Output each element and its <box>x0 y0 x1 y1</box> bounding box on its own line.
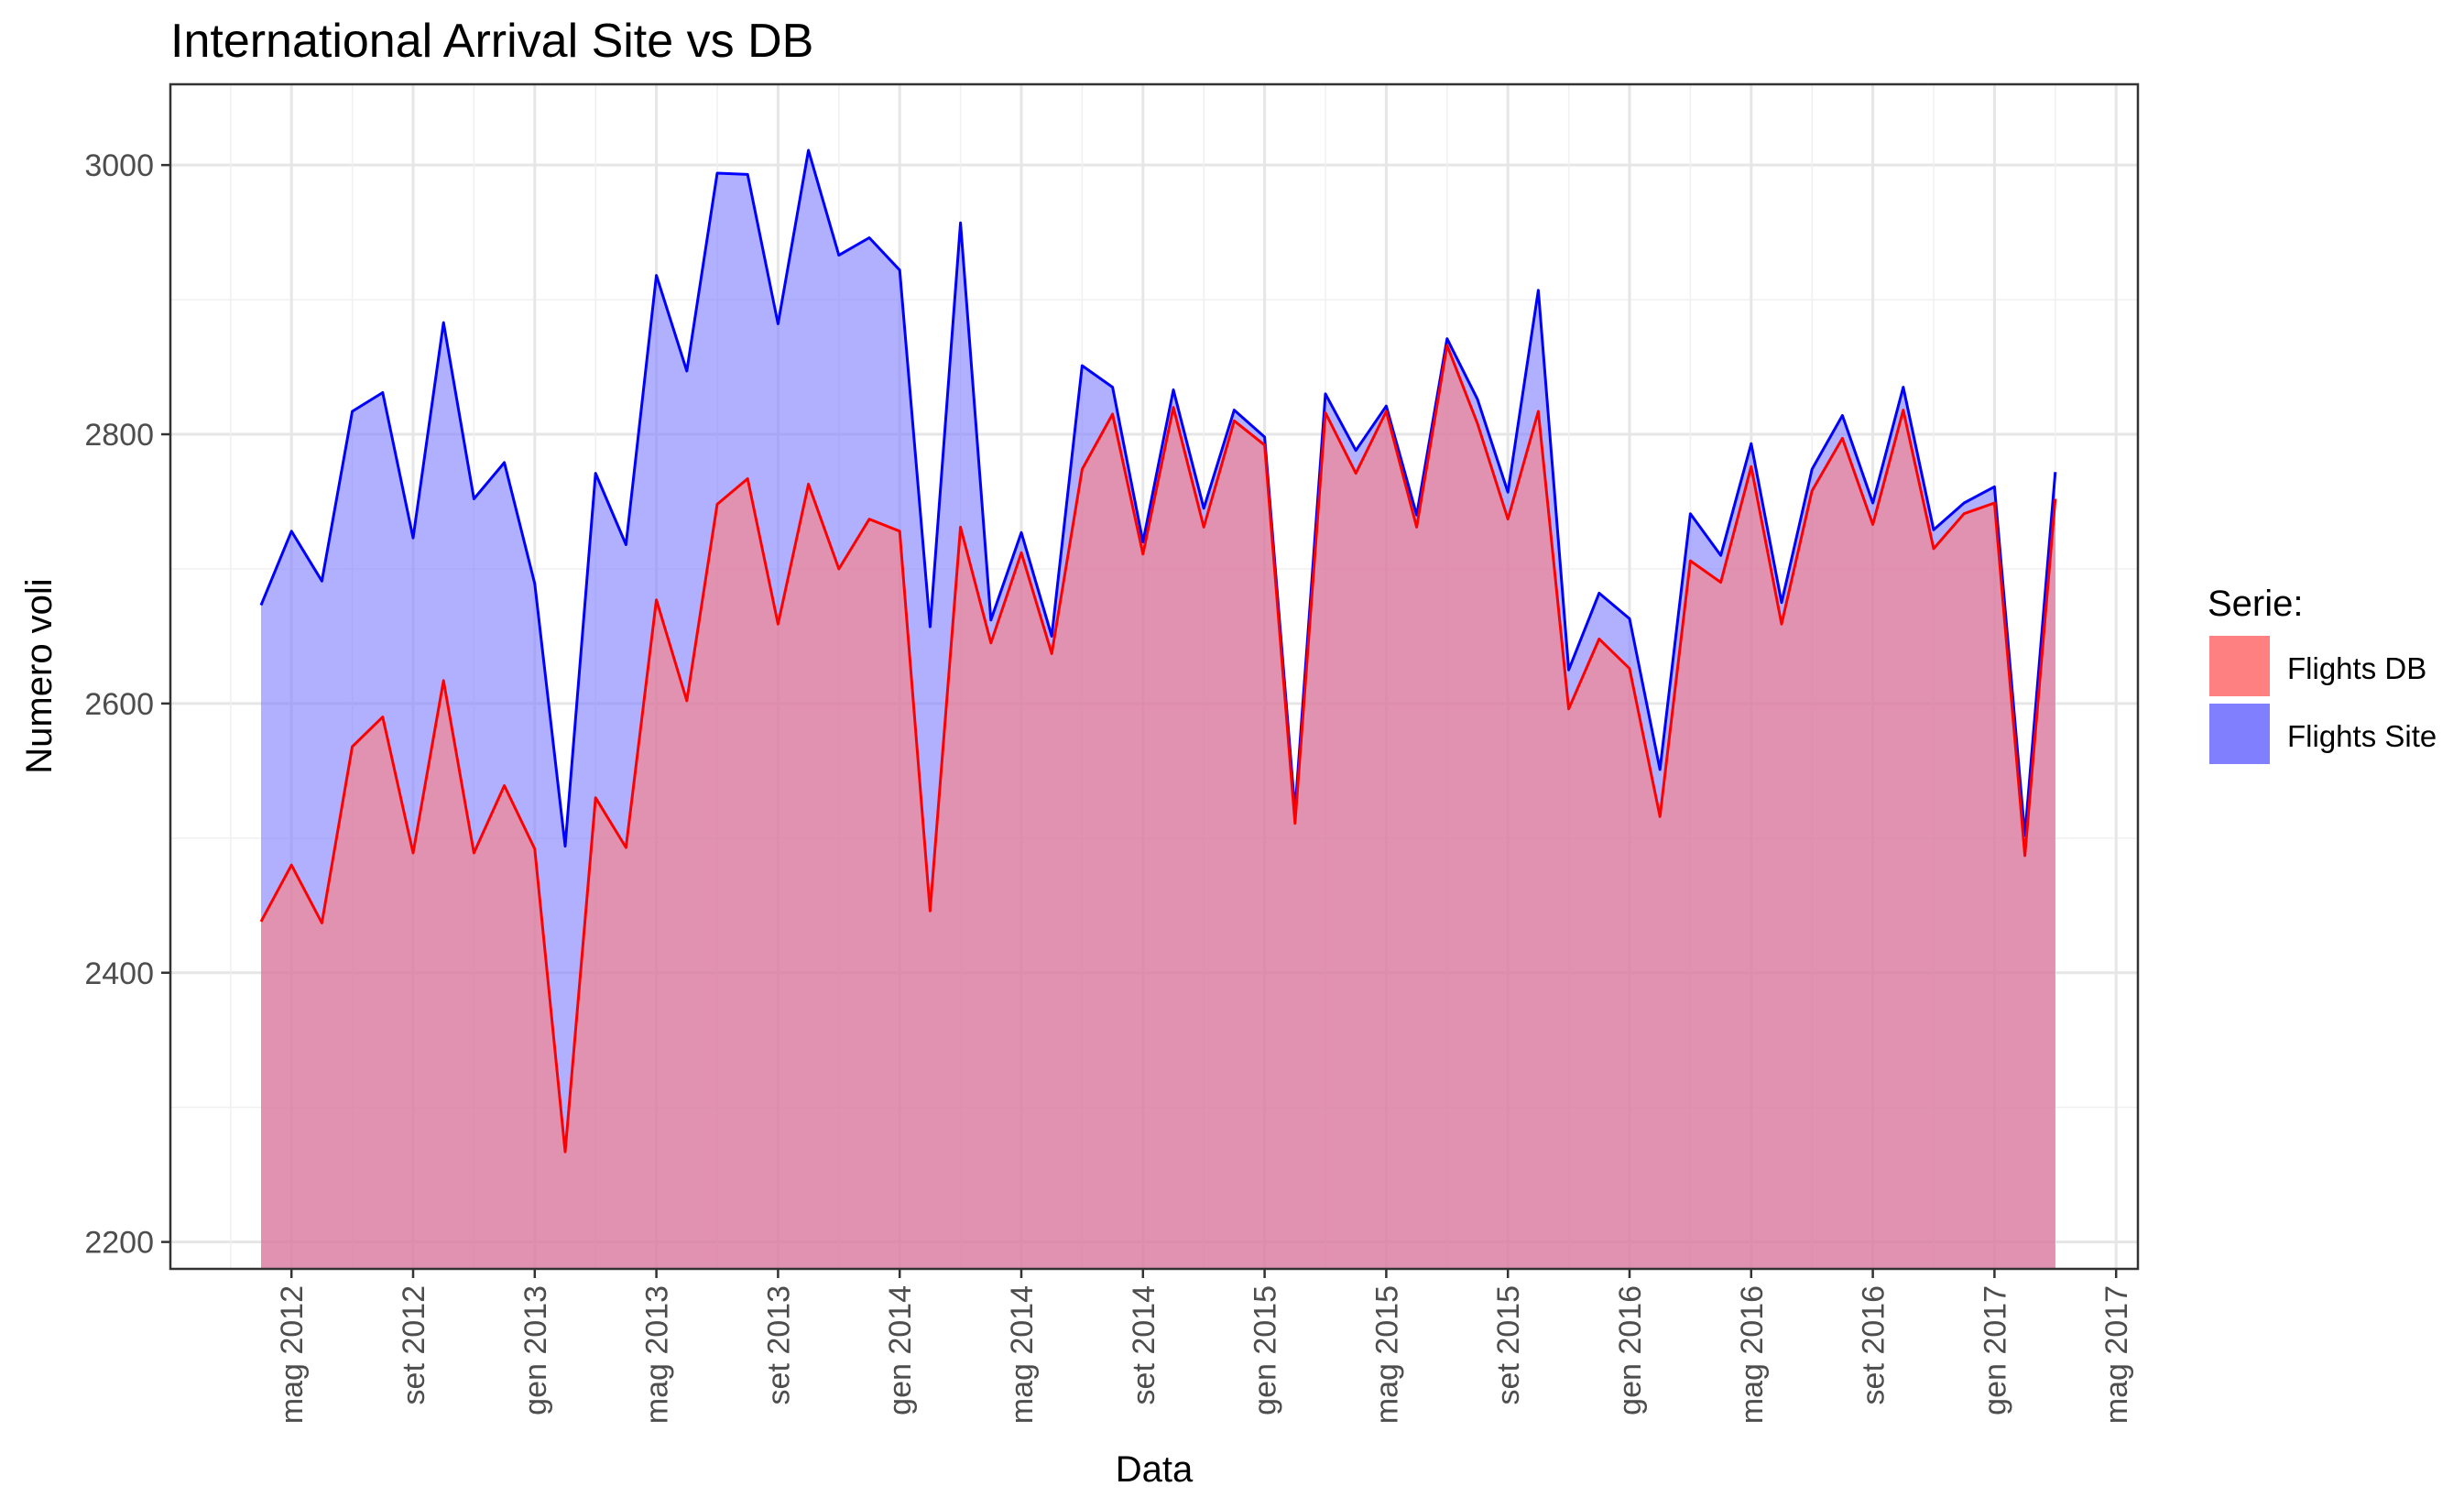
x-tick-label: mag 2015 <box>1369 1285 1404 1424</box>
y-axis: 2200 2400 2600 2800 3000 <box>84 148 170 1261</box>
y-tick-label: 2600 <box>84 687 154 722</box>
y-tick-label: 2400 <box>84 956 154 991</box>
x-tick-label: mag 2013 <box>640 1285 675 1424</box>
series-areas <box>261 150 2055 1269</box>
legend: Serie: Flights DB Flights Site <box>2208 584 2437 764</box>
chart-title: International Arrival Site vs DB <box>170 15 813 68</box>
line-flights-db <box>259 344 2057 1153</box>
x-axis-title: Data <box>1116 1449 1194 1490</box>
y-tick-label: 2800 <box>84 418 154 453</box>
x-tick-label: gen 2013 <box>518 1285 553 1415</box>
y-tick-label: 3000 <box>84 148 154 183</box>
x-tick-label: gen 2015 <box>1248 1285 1283 1415</box>
x-tick-label: set 2016 <box>1857 1285 1892 1404</box>
legend-label-flights-db: Flights DB <box>2287 651 2426 685</box>
x-tick-label: gen 2014 <box>883 1285 918 1415</box>
y-tick-label: 2200 <box>84 1226 154 1261</box>
legend-key-flights-site <box>2209 704 2270 764</box>
x-tick-label: set 2012 <box>397 1285 431 1404</box>
plot-panel-border <box>169 82 2140 1271</box>
legend-title: Serie: <box>2208 584 2304 624</box>
legend-key-flights-db <box>2209 636 2270 696</box>
x-tick-label: mag 2016 <box>1735 1285 1770 1424</box>
x-tick-label: set 2014 <box>1127 1285 1161 1404</box>
x-tick-label: set 2013 <box>761 1285 796 1404</box>
x-tick-label: mag 2014 <box>1005 1285 1040 1424</box>
x-tick-label: mag 2017 <box>2099 1285 2134 1424</box>
y-axis-title: Numero voli <box>19 578 60 773</box>
x-tick-label: set 2015 <box>1491 1285 1526 1404</box>
x-tick-label: mag 2012 <box>275 1285 310 1424</box>
area-flights-db <box>261 345 2055 1269</box>
line-flights-site <box>259 148 2057 848</box>
x-tick-label: gen 2017 <box>1978 1285 2012 1415</box>
x-axis: mag 2012 set 2012 gen 2013 mag 2013 set 2013… <box>275 1269 2134 1424</box>
x-tick-label: gen 2016 <box>1613 1285 1648 1415</box>
legend-label-flights-site: Flights Site <box>2287 719 2437 753</box>
series-lines <box>259 148 2057 1153</box>
